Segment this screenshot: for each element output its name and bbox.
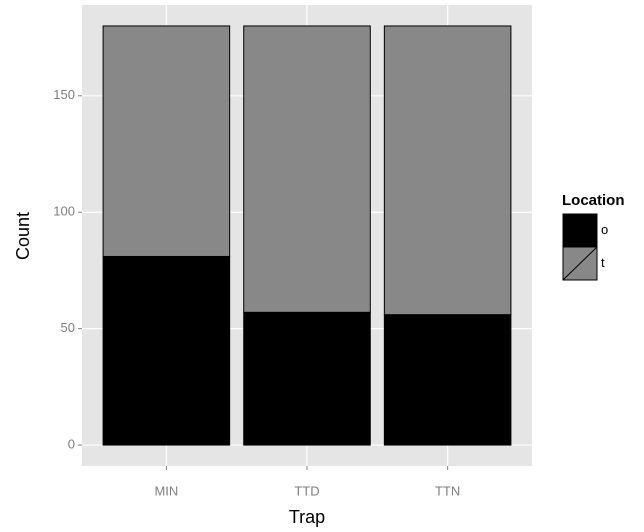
- bar-segment: [102, 255, 231, 446]
- bar-segment: [243, 311, 371, 446]
- x-tick-label: TTN: [435, 483, 460, 498]
- x-axis-title: Trap: [289, 507, 325, 527]
- bar-segment: [243, 25, 371, 313]
- legend-label: t: [601, 255, 605, 270]
- y-tick-label: 50: [61, 320, 75, 335]
- legend-key-slash: [562, 246, 598, 281]
- bar-segment: [383, 314, 512, 446]
- bar-segment: [383, 25, 512, 316]
- legend-label: o: [601, 222, 608, 237]
- bar-segment: [102, 25, 231, 257]
- y-tick-label: 100: [53, 204, 75, 219]
- y-tick-label: 0: [68, 436, 75, 451]
- y-tick-label: 150: [53, 87, 75, 102]
- x-tick-label: TTD: [294, 483, 319, 498]
- x-tick-label: MIN: [154, 483, 178, 498]
- legend-key: [562, 213, 598, 248]
- legend-title: Location: [562, 192, 625, 209]
- y-axis-title: Count: [13, 212, 33, 260]
